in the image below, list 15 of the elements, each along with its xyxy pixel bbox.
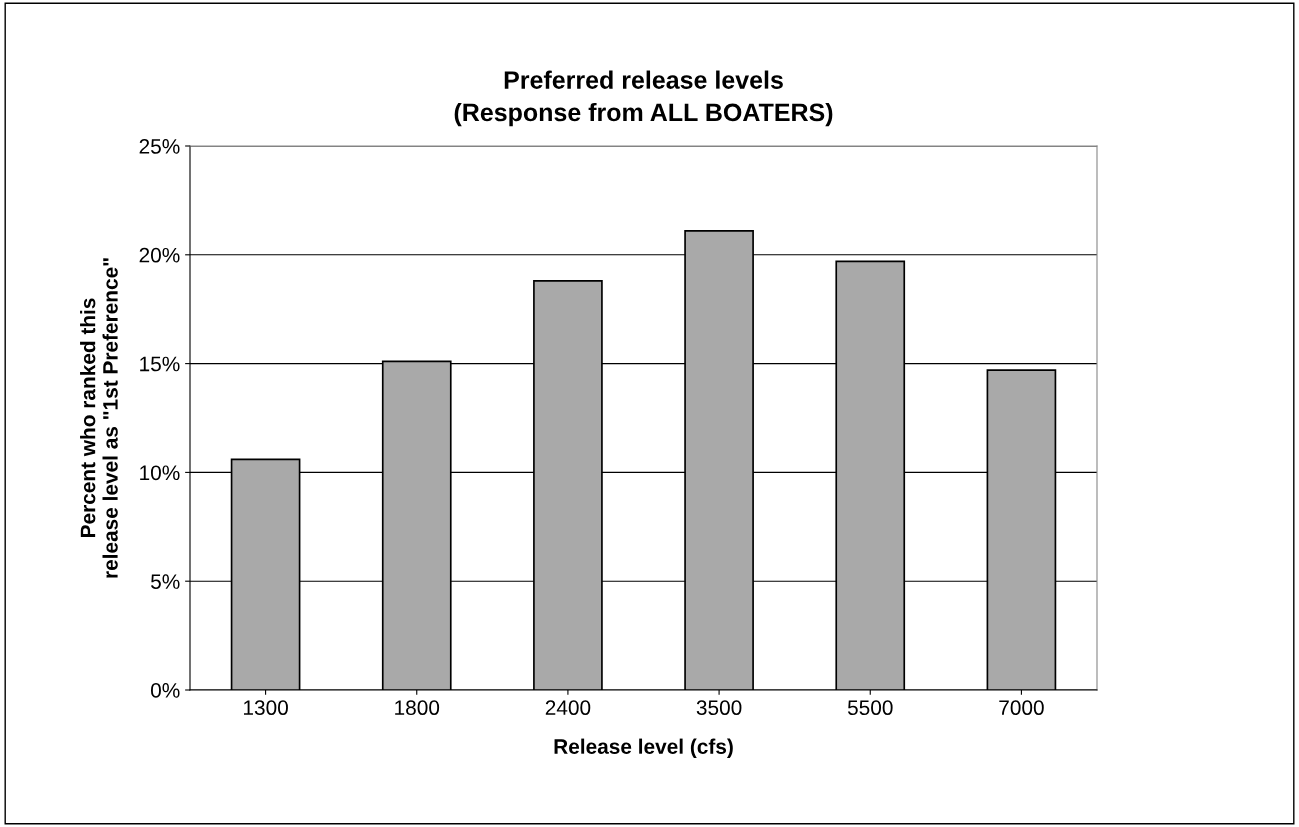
y-tick-label: 25% (139, 139, 180, 154)
y-axis-title: Percent who ranked this release level as "1st Preference" (80, 258, 118, 578)
y-tick-label: 15% (140, 356, 180, 372)
y-tick-label: 20% (139, 247, 180, 263)
x-tick-label: 2400 (545, 700, 591, 716)
x-tick-label: 7000 (999, 700, 1044, 716)
x-tick-label: 3500 (696, 700, 742, 716)
y-tick-label: 0% (150, 683, 180, 698)
x-tick-label: 5500 (847, 700, 893, 716)
x-axis-title: Release level (cfs) (554, 738, 733, 759)
y-tick-label: 5% (151, 574, 180, 589)
chart-title: Preferred release levels (Response from ALL BOATERS) (454, 70, 833, 127)
x-tick-label: 1300 (244, 700, 288, 716)
x-tick-label: 1800 (395, 700, 440, 716)
y-tick-label: 10% (140, 465, 180, 481)
